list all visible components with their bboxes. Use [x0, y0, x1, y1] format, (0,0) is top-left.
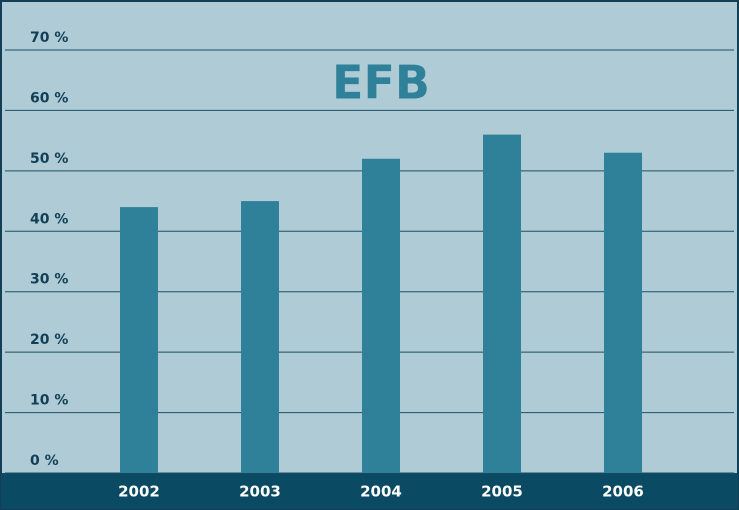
y-tick-label: 10 %: [30, 393, 68, 409]
bar: [362, 158, 400, 473]
y-tick-label: 70 %: [30, 30, 68, 46]
bar: [604, 152, 642, 473]
bar: [241, 201, 279, 474]
bar: [120, 207, 158, 473]
bar: [483, 134, 521, 473]
y-tick-label: 60 %: [30, 90, 68, 106]
chart-title: EFB: [332, 56, 430, 110]
y-tick-label: 50 %: [30, 151, 68, 167]
x-tick-label: 2004: [360, 483, 402, 501]
x-tick-label: 2005: [481, 483, 523, 501]
x-tick-label: 2006: [602, 483, 644, 501]
y-tick-label: 30 %: [30, 272, 68, 288]
x-tick-label: 2003: [239, 483, 281, 501]
y-tick-label: 40 %: [30, 211, 68, 227]
x-tick-label: 2002: [118, 483, 160, 501]
y-tick-label: 20 %: [30, 332, 68, 348]
category-band: [1, 473, 738, 509]
y-tick-label: 0 %: [30, 453, 59, 469]
